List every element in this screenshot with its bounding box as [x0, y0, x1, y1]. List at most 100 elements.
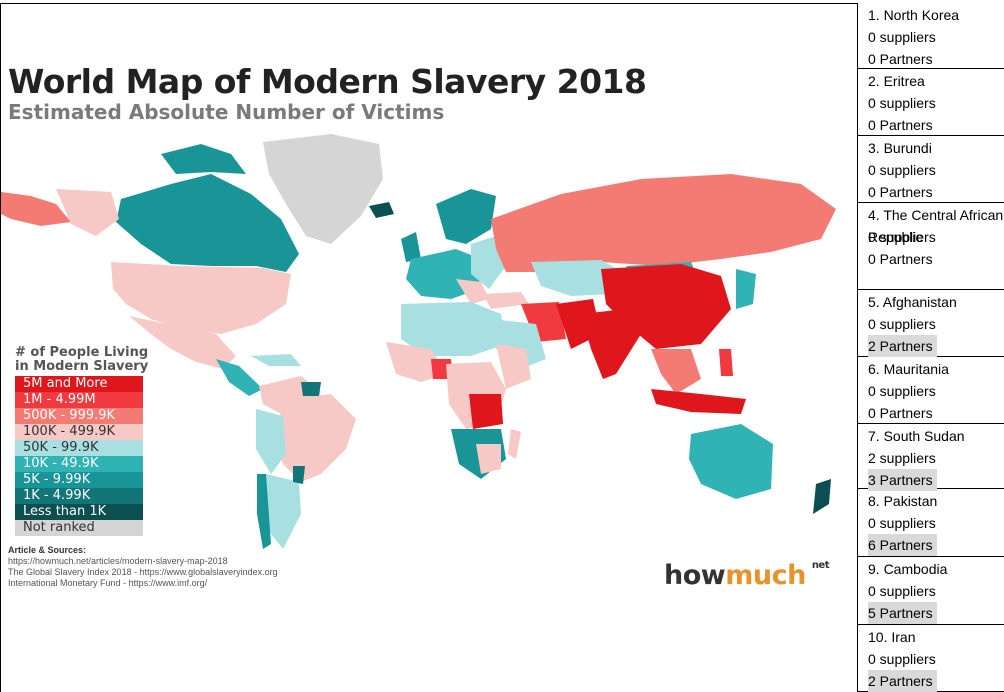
- peru-bolivia-region: [256, 409, 286, 474]
- alaska-pink-region: [56, 189, 119, 236]
- north-africa-region: [401, 302, 506, 356]
- west-africa-region: [386, 342, 446, 382]
- caribbean-region: [251, 354, 301, 366]
- country-table: 1. North Korea 0 suppliers 0 Partners 2. Er…: [857, 3, 1004, 692]
- country-cell: 10. Iran 0 suppliers 2 Partners: [858, 625, 1004, 692]
- country-cell: 4. The Central African Republic 0 supplie…: [858, 203, 1004, 290]
- partners-count: 2 Partners: [868, 670, 937, 692]
- map-title: World Map of Modern Slavery 2018: [8, 62, 647, 101]
- country-name: 5. Afghanistan: [868, 294, 957, 310]
- country-name: 1. North Korea: [868, 7, 960, 23]
- partners-count: 2 Partners: [868, 335, 937, 357]
- russia-region: [491, 174, 836, 272]
- legend-item: 10K - 49.9K: [15, 456, 143, 472]
- country-name: 4. The Central African Republic: [868, 207, 1004, 245]
- south-africa-pink: [476, 444, 501, 474]
- india-region: [581, 309, 641, 379]
- suppliers-count: 0 suppliers: [868, 29, 936, 45]
- turkey-region: [483, 292, 529, 309]
- philippines-region: [719, 349, 733, 376]
- howmuch-logo: howmuch net: [664, 560, 830, 591]
- country-cell: 3. Burundi 0 suppliers 0 Partners: [858, 136, 1004, 203]
- central-america-region: [216, 359, 263, 396]
- china-region: [601, 264, 731, 349]
- partners-count: 5 Partners: [868, 602, 937, 624]
- legend-title: # of People Living in Modern Slavery: [15, 345, 149, 374]
- uk-region: [401, 232, 421, 262]
- legend-item: 50K - 99.9K: [15, 440, 143, 456]
- scandinavia-region: [436, 189, 496, 244]
- country-name: 9. Cambodia: [868, 561, 948, 577]
- indonesia-region: [651, 389, 746, 414]
- country-cell: 1. North Korea 0 suppliers 0 Partners: [858, 3, 1004, 69]
- country-name: 7. South Sudan: [868, 428, 965, 444]
- balkans-region: [456, 279, 489, 304]
- suppliers-count: 0 suppliers: [868, 515, 936, 531]
- suppliers-count: 0 suppliers: [868, 651, 936, 667]
- country-name: 2. Eritrea: [868, 73, 925, 89]
- partners-count: 0 Partners: [868, 405, 933, 421]
- legend-item: Not ranked: [15, 520, 143, 536]
- frame-border-top: [0, 3, 858, 4]
- suppliers-count: 0 suppliers: [868, 95, 936, 111]
- source-line: International Monetary Fund - https://ww…: [8, 578, 208, 588]
- brazil-region: [273, 394, 356, 482]
- legend-item: 100K - 499.9K: [15, 424, 143, 440]
- legend-item: Less than 1K: [15, 504, 143, 520]
- partners-count: 6 Partners: [868, 534, 937, 556]
- legend-item: 5K - 9.99K: [15, 472, 143, 488]
- legend-item: 500K - 999.9K: [15, 408, 143, 424]
- east-africa-region: [496, 344, 531, 389]
- partners-count: 0 Partners: [868, 251, 933, 267]
- chile-strip: [257, 474, 271, 549]
- legend-item: 1M - 4.99M: [15, 392, 143, 408]
- canada-region: [116, 174, 299, 272]
- usa-region: [111, 262, 291, 334]
- suppliers-count: 0 suppliers: [868, 316, 936, 332]
- map-subtitle: Estimated Absolute Number of Victims: [8, 100, 445, 124]
- new-zealand-region: [813, 479, 831, 514]
- sources-block: Article & Sources: https://howmuch.net/a…: [8, 545, 278, 589]
- partners-count: 3 Partners: [868, 469, 937, 491]
- madagascar-region: [508, 429, 521, 459]
- world-map: [1, 134, 836, 549]
- country-name: 3. Burundi: [868, 140, 932, 156]
- guiana-region: [301, 382, 321, 396]
- sources-heading: Article & Sources:: [8, 545, 87, 555]
- suppliers-count: 0 suppliers: [868, 583, 936, 599]
- greenland-region: [263, 134, 383, 244]
- country-cell: 9. Cambodia 0 suppliers 5 Partners: [858, 557, 1004, 625]
- legend: 5M and More 1M - 4.99M 500K - 999.9K 100K -…: [15, 376, 143, 536]
- alaska-region: [1, 192, 71, 226]
- logo-much: much: [725, 560, 806, 591]
- uruguay-region: [293, 466, 305, 484]
- country-cell: 2. Eritrea 0 suppliers 0 Partners: [858, 69, 1004, 136]
- southeast-asia-region: [651, 349, 701, 394]
- partners-count: 0 Partners: [868, 117, 933, 133]
- iceland-region: [369, 202, 394, 218]
- frame-border-left: [0, 3, 1, 692]
- country-name: 8. Pakistan: [868, 493, 938, 509]
- country-cell: 7. South Sudan 2 suppliers 3 Partners: [858, 424, 1004, 491]
- country-cell: 8. Pakistan 0 suppliers 6 Partners: [858, 489, 1004, 557]
- suppliers-count: 0 suppliers: [868, 162, 936, 178]
- partners-count: 0 Partners: [868, 51, 933, 67]
- suppliers-count: 0 suppliers: [868, 383, 936, 399]
- country-cell: 6. Mauritania 0 suppliers 0 Partners: [858, 357, 1004, 424]
- suppliers-count: 0 suppliers: [868, 229, 936, 245]
- slavery-map-panel: World Map of Modern Slavery 2018 Estimat…: [1, 4, 857, 692]
- country-name: 10. Iran: [868, 629, 916, 645]
- mexico-region: [129, 316, 236, 369]
- argentina-chile-region: [261, 474, 301, 549]
- suppliers-count: 2 suppliers: [868, 450, 936, 466]
- logo-how: how: [664, 560, 726, 591]
- drc-region: [469, 394, 503, 429]
- australia-region: [689, 424, 773, 499]
- source-line: The Global Slavery Index 2018 - https://…: [8, 567, 278, 577]
- legend-item: 5M and More: [15, 376, 143, 392]
- canada-arctic-islands: [161, 144, 246, 174]
- logo-net: net: [811, 560, 830, 571]
- country-name: 6. Mauritania: [868, 361, 949, 377]
- country-cell: 5. Afghanistan 0 suppliers 2 Partners: [858, 290, 1004, 357]
